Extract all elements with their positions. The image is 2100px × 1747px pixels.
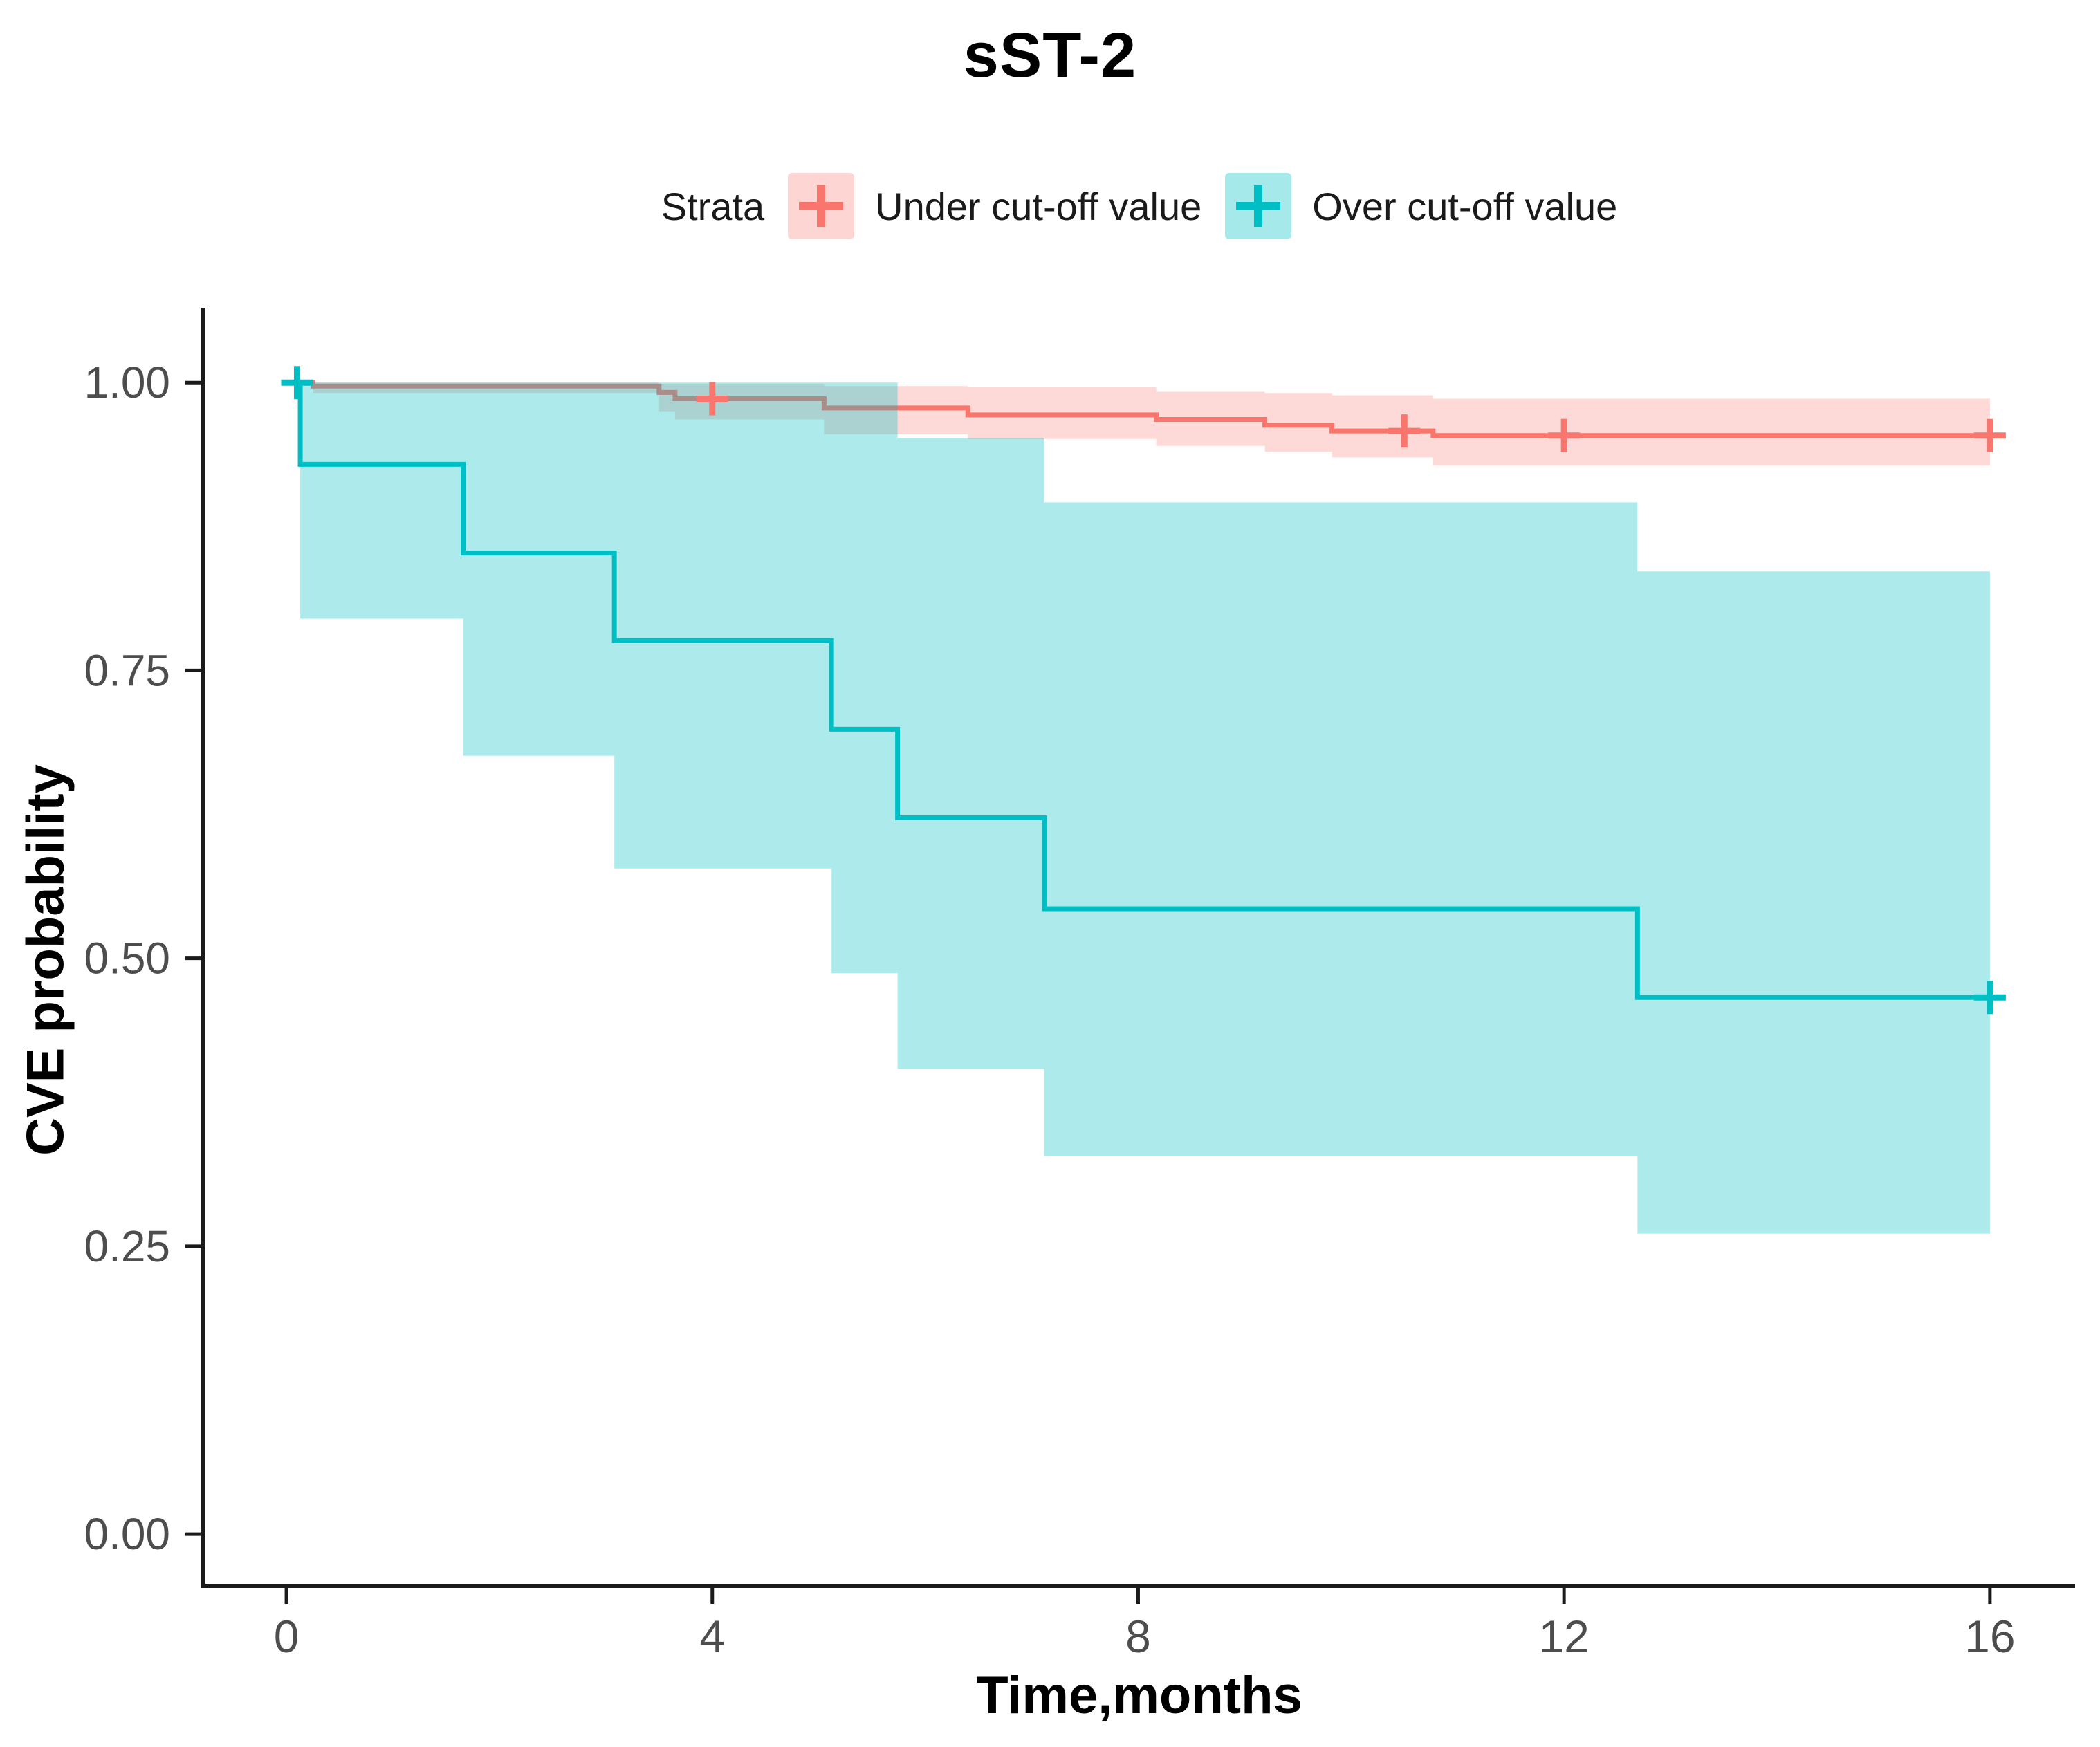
legend-title: Strata [661, 184, 765, 228]
x-tick-label: 12 [1538, 1611, 1589, 1662]
km-curve-over [286, 380, 1990, 1000]
y-axis-title: CVE probability [16, 764, 75, 1156]
legend-key-over [1225, 173, 1292, 239]
x-axis-title: Time,months [976, 1666, 1302, 1725]
y-tick-label: 0.25 [84, 1221, 170, 1271]
ci-band-over [286, 382, 1990, 1234]
y-tick-label: 0.75 [84, 645, 170, 695]
legend-entry-label: Under cut-off value [875, 184, 1202, 228]
legend-entry-over: Over cut-off value [1225, 173, 1617, 239]
page-title: sST-2 [963, 20, 1137, 91]
km-curve-under [286, 380, 1990, 438]
legend-key-under [788, 173, 855, 239]
censor-plus-icon [799, 185, 844, 227]
y-tick-label: 0.00 [84, 1509, 170, 1559]
legend-entry-under: Under cut-off value [788, 173, 1201, 239]
censor-plus-icon [1236, 185, 1281, 227]
x-tick-label: 8 [1125, 1611, 1151, 1662]
legend: Strata Under cut-off value Over cut-off … [203, 170, 2075, 242]
y-tick-label: 0.50 [84, 934, 170, 983]
y-tick-label: 1.00 [84, 358, 170, 407]
x-tick-label: 4 [699, 1611, 725, 1662]
x-tick-label: 16 [1964, 1611, 2015, 1662]
x-tick-label: 0 [274, 1611, 300, 1662]
legend-entry-label: Over cut-off value [1312, 184, 1618, 228]
